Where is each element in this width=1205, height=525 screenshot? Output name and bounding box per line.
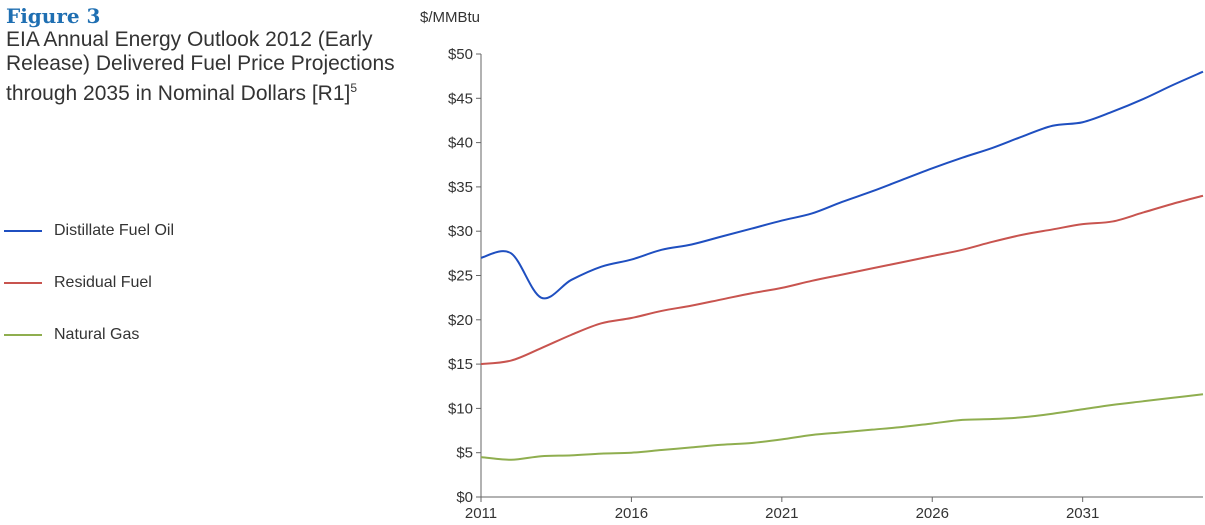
y-tick-label: $10 — [448, 400, 473, 417]
x-tick-label: 2011 — [465, 505, 497, 522]
legend-swatch — [4, 282, 42, 284]
y-tick-label: $35 — [448, 179, 473, 196]
y-tick-label: $40 — [448, 135, 473, 152]
legend-label: Natural Gas — [54, 326, 140, 343]
figure-subtitle: EIA Annual Energy Outlook 2012 (Early Re… — [6, 28, 396, 106]
figure-title: Figure 3 — [6, 4, 101, 28]
x-tick-label: 2026 — [916, 505, 949, 522]
y-tick-label: $25 — [448, 268, 473, 285]
series-line — [480, 194, 1204, 366]
y-axis-label: $/MMBtu — [420, 9, 480, 26]
series-line — [480, 70, 1204, 300]
y-tick-label: $0 — [456, 489, 473, 506]
x-tick-label: 2016 — [615, 505, 648, 522]
series-line — [480, 393, 1204, 461]
legend-swatch — [4, 230, 42, 232]
y-tick-label: $5 — [456, 445, 473, 462]
legend-label: Distillate Fuel Oil — [54, 222, 175, 239]
y-tick-label: $50 — [448, 46, 473, 63]
legend-label: Residual Fuel — [54, 274, 152, 291]
legend-swatch — [4, 334, 42, 336]
legend-item: Distillate Fuel Oil — [4, 222, 174, 240]
y-tick-label: $20 — [448, 312, 473, 329]
y-tick-label: $30 — [448, 223, 473, 240]
legend-item: Residual Fuel — [4, 274, 152, 292]
figure-caption: Figure 3 EIA Annual Energy Outlook 2012 … — [6, 4, 396, 106]
footnote-mark: 5 — [350, 81, 358, 95]
x-tick-label: 2021 — [765, 505, 798, 522]
x-tick-label: 2031 — [1066, 505, 1099, 522]
subtitle-text: EIA Annual Energy Outlook 2012 (Early Re… — [6, 28, 395, 105]
y-tick-label: $45 — [448, 90, 473, 107]
legend-item: Natural Gas — [4, 326, 139, 344]
y-tick-label: $15 — [448, 356, 473, 373]
